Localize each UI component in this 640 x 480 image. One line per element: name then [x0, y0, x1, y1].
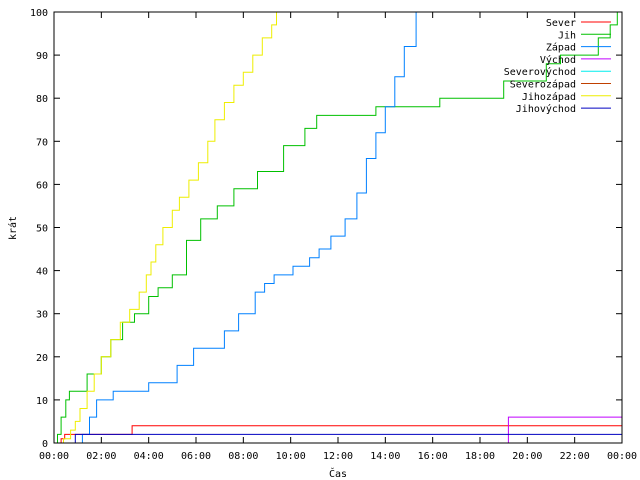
- x-tick-label: 18:00: [465, 451, 495, 462]
- x-tick-label: 04:00: [134, 451, 164, 462]
- x-tick-label: 00:00: [607, 451, 637, 462]
- y-tick-label: 70: [36, 137, 48, 148]
- legend-label: Jih: [558, 30, 576, 41]
- series-line-0: [54, 421, 623, 444]
- x-tick-label: 20:00: [512, 451, 542, 462]
- y-tick-label: 50: [36, 224, 48, 235]
- x-tick-label: 00:00: [39, 451, 69, 462]
- legend-label: Východ: [540, 54, 576, 66]
- x-tick-label: 10:00: [276, 451, 306, 462]
- x-tick-label: 02:00: [86, 451, 116, 462]
- legend-label: Západ: [546, 42, 576, 54]
- legend-label: Severozápad: [510, 79, 576, 91]
- y-tick-label: 80: [36, 94, 48, 105]
- series-line-2: [54, 12, 417, 444]
- plot-frame: [53, 11, 623, 444]
- x-tick-label: 06:00: [181, 451, 211, 462]
- legend-label: Severovýchod: [504, 66, 576, 78]
- x-tick-label: 08:00: [228, 451, 258, 462]
- y-tick-label: 100: [30, 8, 48, 19]
- x-tick-label: 12:00: [323, 451, 353, 462]
- y-tick-label: 10: [36, 396, 48, 407]
- y-tick-label: 60: [36, 180, 48, 191]
- legend-label: Sever: [546, 18, 576, 29]
- axis-ticks: 00:00 02:00 04:00 06:00 08:00 10:00 12:00 14:00…: [30, 8, 637, 462]
- y-axis-label: krát: [7, 216, 19, 240]
- legend-label: Jihovýchod: [516, 103, 576, 115]
- x-axis-label: Čas: [329, 467, 347, 480]
- x-tick-label: 22:00: [560, 451, 590, 462]
- x-tick-label: 14:00: [370, 451, 400, 462]
- y-tick-label: 90: [36, 51, 48, 62]
- series-line-1: [54, 12, 618, 444]
- y-tick-label: 20: [36, 353, 48, 364]
- series-line-6: [54, 12, 277, 444]
- legend-label: Jihozápad: [522, 91, 576, 103]
- y-tick-label: 40: [36, 267, 48, 278]
- x-tick-label: 16:00: [418, 451, 448, 462]
- y-tick-label: 30: [36, 310, 48, 321]
- y-tick-label: 0: [42, 439, 48, 450]
- legend: SeverJihZápadVýchodSeverovýchodSeverozáp…: [504, 18, 611, 115]
